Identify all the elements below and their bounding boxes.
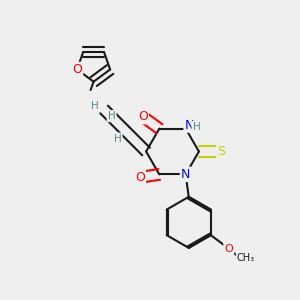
- Text: N: N: [181, 168, 190, 181]
- Text: O: O: [224, 244, 233, 254]
- Text: O: O: [135, 171, 145, 184]
- Text: H: H: [114, 134, 122, 144]
- Text: O: O: [138, 110, 148, 123]
- Text: N: N: [184, 118, 194, 131]
- Text: CH₃: CH₃: [237, 253, 255, 262]
- Text: H: H: [108, 111, 116, 121]
- Text: H: H: [193, 122, 200, 132]
- Text: O: O: [72, 63, 82, 76]
- Text: S: S: [218, 145, 225, 158]
- Text: H: H: [91, 101, 99, 111]
